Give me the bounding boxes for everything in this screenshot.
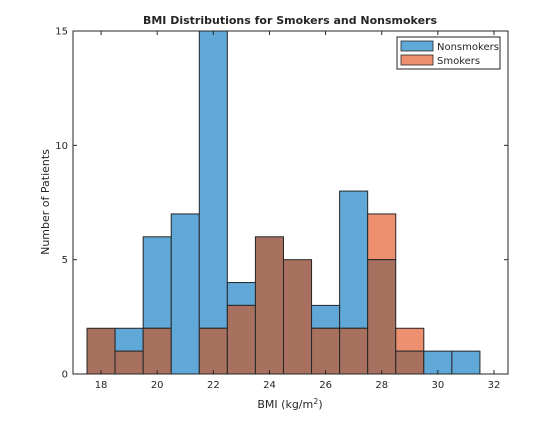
- bar-overlap: [198, 327, 228, 375]
- y-tick-label: 5: [62, 255, 68, 266]
- bar-nonsmokers: [226, 282, 256, 306]
- bar-nonsmokers: [339, 190, 369, 329]
- x-axis-label-superscript: 2: [313, 397, 318, 406]
- bar-nonsmokers: [311, 304, 341, 329]
- bar-overlap: [311, 327, 341, 375]
- bar-overlap: [142, 327, 172, 375]
- x-tick-label: 24: [263, 380, 276, 391]
- x-axis-label: BMI (kg/m2): [257, 397, 322, 411]
- x-axis-ticks: 18 20 22 24 26 28 30 32: [95, 31, 501, 391]
- legend-label-nonsmokers: Nonsmokers: [437, 42, 499, 53]
- bar-nonsmokers: [451, 350, 481, 375]
- axes-box: [72, 30, 509, 375]
- bar-nonsmokers: [114, 327, 144, 352]
- bars-group: [86, 30, 481, 375]
- x-tick-label: 22: [207, 380, 220, 391]
- bar-nonsmokers: [142, 236, 172, 329]
- y-axis-label: Number of Patients: [39, 149, 52, 255]
- x-axis-label-text: BMI (kg/m: [257, 398, 313, 411]
- y-tick-label: 10: [55, 141, 68, 152]
- x-tick-label: 18: [95, 380, 108, 391]
- x-tick-label: 26: [319, 380, 332, 391]
- legend-swatch-nonsmokers: [400, 40, 434, 52]
- chart-title: BMI Distributions for Smokers and Nonsmo…: [143, 14, 437, 27]
- bar-smokers: [395, 327, 425, 352]
- y-axis-ticks: 0 5 10 15: [55, 27, 508, 381]
- x-tick-label: 32: [488, 380, 501, 391]
- bar-overlap: [226, 304, 256, 375]
- legend-label-smokers: Smokers: [437, 56, 480, 67]
- x-axis-label-close: ): [318, 398, 322, 411]
- x-tick-label: 30: [431, 380, 444, 391]
- legend-swatch-smokers: [400, 54, 434, 66]
- y-tick-label: 15: [55, 27, 68, 38]
- bar-overlap: [114, 350, 144, 375]
- bar-nonsmokers: [170, 213, 200, 375]
- bar-nonsmokers: [198, 30, 228, 329]
- x-tick-label: 20: [151, 380, 164, 391]
- x-tick-label: 28: [375, 380, 388, 391]
- bar-overlap: [367, 259, 397, 375]
- bar-overlap: [282, 259, 313, 375]
- y-tick-label: 0: [62, 370, 68, 381]
- bar-overlap: [395, 350, 425, 375]
- bar-overlap: [339, 327, 369, 375]
- bar-overlap: [86, 327, 116, 375]
- bar-smokers: [367, 213, 397, 261]
- bar-overlap: [254, 236, 284, 375]
- legend: Nonsmokers Smokers: [396, 36, 501, 70]
